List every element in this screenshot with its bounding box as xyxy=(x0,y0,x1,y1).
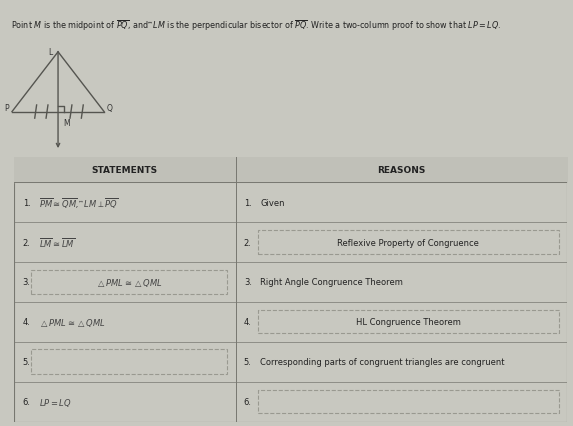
Text: $\triangle PML\cong\triangle QML$: $\triangle PML\cong\triangle QML$ xyxy=(96,276,162,288)
Text: 1.: 1. xyxy=(244,198,252,207)
Text: STATEMENTS: STATEMENTS xyxy=(92,166,158,175)
Text: 2.: 2. xyxy=(244,238,252,247)
Text: $LP=LQ$: $LP=LQ$ xyxy=(39,396,72,408)
Text: Reflexive Property of Congruence: Reflexive Property of Congruence xyxy=(337,238,479,247)
Text: 3.: 3. xyxy=(244,278,252,287)
Text: 1.: 1. xyxy=(22,198,30,207)
Text: 2.: 2. xyxy=(22,238,30,247)
Text: 5.: 5. xyxy=(244,357,252,366)
Text: Q: Q xyxy=(106,104,112,113)
Text: 5.: 5. xyxy=(22,357,30,366)
Text: M: M xyxy=(64,118,70,127)
Text: Right Angle Congruence Theorem: Right Angle Congruence Theorem xyxy=(260,278,403,287)
Text: P: P xyxy=(5,104,9,113)
Text: Point $M$ is the midpoint of $\overline{PQ}$, and $\overleftrightarrow{LM}$ is t: Point $M$ is the midpoint of $\overline{… xyxy=(11,18,501,33)
Text: Given: Given xyxy=(260,198,285,207)
Text: 4.: 4. xyxy=(22,318,30,327)
Text: Corresponding parts of congruent triangles are congruent: Corresponding parts of congruent triangl… xyxy=(260,357,505,366)
Text: 4.: 4. xyxy=(244,318,252,327)
Text: $\overline{PM}\cong\overline{QM}$, $\overleftrightarrow{LM}\perp\overline{PQ}$: $\overline{PM}\cong\overline{QM}$, $\ove… xyxy=(39,195,119,210)
Text: 6.: 6. xyxy=(244,397,252,406)
Text: $\overline{LM}\cong\overline{LM}$: $\overline{LM}\cong\overline{LM}$ xyxy=(39,236,75,250)
Text: REASONS: REASONS xyxy=(377,166,426,175)
Text: HL Congruence Theorem: HL Congruence Theorem xyxy=(356,318,461,327)
Text: 3.: 3. xyxy=(22,278,30,287)
Text: 6.: 6. xyxy=(22,397,30,406)
Text: L: L xyxy=(48,48,53,57)
Text: $\triangle PML\cong\triangle QML$: $\triangle PML\cong\triangle QML$ xyxy=(39,316,106,328)
